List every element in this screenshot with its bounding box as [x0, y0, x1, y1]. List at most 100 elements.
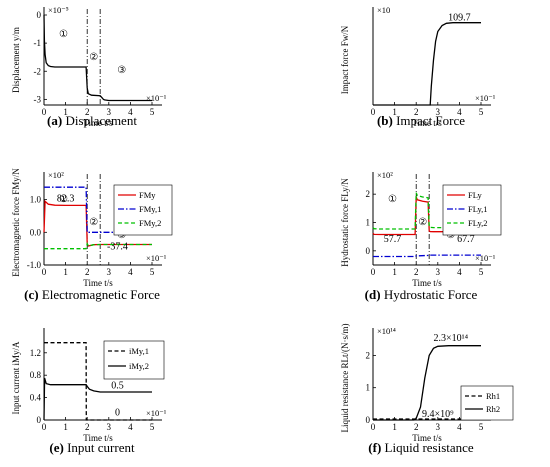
y-tick-label: 0.8	[30, 370, 42, 380]
phase-label: ①	[59, 29, 68, 40]
x-tick-label: 2	[414, 422, 419, 432]
x-tick-label: 1	[392, 267, 397, 277]
x-tick-label: 5	[150, 422, 155, 432]
series-line-1	[372, 196, 481, 236]
phase-label: ③	[446, 230, 455, 241]
x-multiplier: ×10⁻¹	[146, 253, 167, 263]
phase-label: ①	[59, 194, 68, 205]
x-tick-label: 3	[107, 267, 112, 277]
panel-caption-text: Hydrostatic Force	[384, 287, 478, 302]
phase-label: ③	[117, 230, 126, 241]
x-tick-label: 5	[150, 267, 155, 277]
legend-box	[113, 184, 173, 236]
x-tick-label: 3	[107, 107, 112, 117]
x-tick-label: 2	[85, 107, 90, 117]
y-tick-label: -1	[34, 38, 42, 48]
y-multiplier: ×10²	[48, 170, 64, 180]
y-axis-label: Input current iMy/A	[11, 341, 21, 414]
series-line-1	[43, 199, 152, 247]
y-tick-label: 2	[366, 350, 371, 360]
x-tick-label: 5	[479, 422, 484, 432]
legend-label: FLy,2	[468, 218, 488, 228]
panel-caption-text: Electromagnetic Force	[42, 287, 160, 302]
x-axis-label: Time t/s	[83, 278, 113, 288]
y-tick-label: -2	[34, 66, 42, 76]
panel-label: (d)	[365, 287, 384, 302]
panel-caption-text: Impact Force	[396, 113, 465, 128]
x-multiplier: ×10⁻¹	[475, 93, 496, 103]
y-axis-label: Displacement y/m	[11, 27, 21, 93]
phase-label: ①	[388, 194, 397, 205]
y-tick-label: 0	[366, 415, 371, 425]
y-tick-label: 1	[366, 218, 371, 228]
data-annotation: 9.4×10⁹	[422, 409, 454, 420]
series-line-1	[43, 14, 152, 102]
legend-label: Rh1	[486, 391, 500, 401]
data-annotation: 2.3×10¹⁴	[433, 333, 468, 344]
y-axis-label: Hydrostatic force FLy/N	[340, 178, 350, 267]
x-multiplier: ×10⁻¹	[475, 253, 496, 263]
y-multiplier: ×10²	[377, 170, 393, 180]
x-tick-label: 3	[436, 267, 441, 277]
x-axis-label: Time t/s	[83, 118, 113, 128]
y-multiplier: ×10¹⁴	[377, 326, 396, 336]
y-axis-label: Liquid resistance RLt/(N·s/m)	[340, 324, 350, 433]
panel-caption: (b) Impact Force	[377, 113, 465, 128]
series-line-2	[43, 377, 152, 421]
y-multiplier: ×10	[377, 5, 390, 15]
x-tick-label: 0	[371, 267, 376, 277]
panel-caption-text: Liquid resistance	[385, 440, 474, 455]
series-line-2	[373, 254, 481, 258]
panel-caption: (c) Electromagnetic Force	[24, 287, 160, 302]
x-tick-label: 1	[392, 107, 397, 117]
series-line-1	[44, 342, 152, 421]
y-tick-label: 0	[37, 415, 42, 425]
y-tick-label: 1.2	[30, 348, 41, 358]
x-tick-label: 0	[371, 422, 376, 432]
y-tick-label: -1.0	[27, 260, 42, 270]
phase-label: ②	[89, 52, 98, 63]
x-tick-label: 2	[414, 267, 419, 277]
x-tick-label: 1	[63, 422, 68, 432]
data-annotation: 0	[115, 408, 120, 419]
series-line-2	[44, 186, 152, 233]
panel-caption: (d) Hydrostatic Force	[365, 287, 478, 302]
x-tick-label: 3	[436, 422, 441, 432]
data-annotation: -37.4	[107, 241, 128, 252]
x-tick-label: 4	[457, 267, 462, 277]
y-tick-label: 0.0	[30, 227, 42, 237]
y-tick-label: 0.4	[30, 393, 42, 403]
legend-label: FMy,2	[139, 218, 161, 228]
legend-label: iMy,1	[129, 346, 149, 356]
panel-caption-text: Displacement	[65, 113, 137, 128]
x-tick-label: 4	[457, 107, 462, 117]
x-tick-label: 5	[479, 107, 484, 117]
data-annotation: 67.7	[457, 234, 475, 245]
legend-box	[460, 385, 514, 421]
x-axis-label: Time t/s	[412, 278, 442, 288]
x-tick-label: 3	[436, 107, 441, 117]
x-tick-label: 4	[128, 107, 133, 117]
x-tick-label: 2	[414, 107, 419, 117]
x-axis-label: Time t/s	[412, 118, 442, 128]
y-axis-label: Impact force Fw/N	[340, 25, 350, 94]
series-line-3	[44, 241, 152, 250]
x-tick-label: 4	[128, 422, 133, 432]
chart-panel-b: 0 1 2 3 4 5 ×10⁻¹ ×10 Time t/s Impact force Fw/N 1…	[340, 5, 496, 128]
x-tick-label: 0	[371, 107, 376, 117]
legend-label: Rh2	[486, 404, 500, 414]
panel-label: (b)	[377, 113, 396, 128]
y-tick-label: -3	[34, 94, 42, 104]
x-tick-label: 2	[85, 267, 90, 277]
data-annotation: 82.3	[57, 193, 75, 204]
panel-caption-text: Input current	[67, 440, 135, 455]
legend-label: FMy	[139, 190, 156, 200]
panel-label: (f)	[368, 440, 384, 455]
x-tick-label: 1	[392, 422, 397, 432]
chart-panel-d: 0 1 2 3 4 5 2 1 0 ×10⁻¹ ×10² Time t/s Hydrostatic fo…	[340, 170, 502, 302]
x-multiplier: ×10⁻¹	[146, 93, 167, 103]
x-multiplier: ×10⁻¹	[146, 408, 167, 418]
